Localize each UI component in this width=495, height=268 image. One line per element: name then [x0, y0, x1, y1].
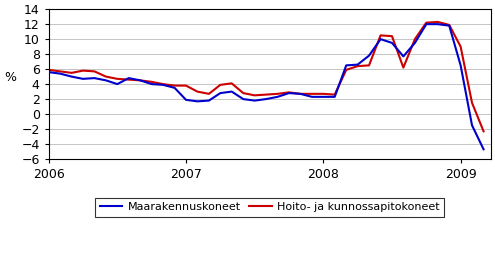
Maarakennuskoneet [172, 86, 178, 90]
Hoito- ja kunnossapitokoneet [423, 21, 429, 24]
Hoito- ja kunnossapitokoneet [80, 69, 86, 72]
Maarakennuskoneet [343, 64, 349, 67]
Hoito- ja kunnossapitokoneet [275, 92, 281, 95]
Maarakennuskoneet [195, 100, 200, 103]
Hoito- ja kunnossapitokoneet [378, 34, 384, 37]
Maarakennuskoneet [286, 91, 292, 95]
Y-axis label: %: % [4, 71, 16, 84]
Hoito- ja kunnossapitokoneet [137, 79, 143, 82]
Maarakennuskoneet [263, 98, 269, 101]
Hoito- ja kunnossapitokoneet [57, 70, 63, 73]
Maarakennuskoneet [458, 64, 464, 67]
Maarakennuskoneet [46, 70, 51, 74]
Maarakennuskoneet [309, 95, 315, 98]
Line: Maarakennuskoneet: Maarakennuskoneet [49, 24, 484, 149]
Maarakennuskoneet [412, 41, 418, 44]
Maarakennuskoneet [332, 95, 338, 98]
Hoito- ja kunnossapitokoneet [355, 65, 361, 68]
Hoito- ja kunnossapitokoneet [160, 83, 166, 86]
Maarakennuskoneet [148, 83, 154, 86]
Maarakennuskoneet [389, 41, 395, 44]
Hoito- ja kunnossapitokoneet [263, 93, 269, 96]
Hoito- ja kunnossapitokoneet [114, 77, 120, 80]
Hoito- ja kunnossapitokoneet [458, 45, 464, 48]
Maarakennuskoneet [217, 91, 223, 95]
Hoito- ja kunnossapitokoneet [320, 92, 326, 95]
Hoito- ja kunnossapitokoneet [309, 92, 315, 95]
Maarakennuskoneet [69, 75, 75, 78]
Hoito- ja kunnossapitokoneet [297, 92, 303, 95]
Hoito- ja kunnossapitokoneet [217, 83, 223, 87]
Hoito- ja kunnossapitokoneet [69, 71, 75, 75]
Maarakennuskoneet [423, 23, 429, 26]
Hoito- ja kunnossapitokoneet [400, 66, 406, 69]
Hoito- ja kunnossapitokoneet [183, 84, 189, 87]
Hoito- ja kunnossapitokoneet [481, 130, 487, 133]
Hoito- ja kunnossapitokoneet [92, 70, 98, 73]
Maarakennuskoneet [80, 77, 86, 80]
Maarakennuskoneet [240, 98, 246, 101]
Maarakennuskoneet [366, 54, 372, 57]
Maarakennuskoneet [481, 148, 487, 151]
Maarakennuskoneet [103, 79, 109, 82]
Maarakennuskoneet [469, 124, 475, 127]
Legend: Maarakennuskoneet, Hoito- ja kunnossapitokoneet: Maarakennuskoneet, Hoito- ja kunnossapit… [95, 198, 445, 217]
Hoito- ja kunnossapitokoneet [469, 101, 475, 105]
Hoito- ja kunnossapitokoneet [240, 91, 246, 95]
Maarakennuskoneet [378, 38, 384, 41]
Maarakennuskoneet [320, 95, 326, 98]
Hoito- ja kunnossapitokoneet [435, 20, 441, 24]
Hoito- ja kunnossapitokoneet [229, 82, 235, 85]
Hoito- ja kunnossapitokoneet [332, 93, 338, 96]
Hoito- ja kunnossapitokoneet [206, 92, 212, 95]
Hoito- ja kunnossapitokoneet [148, 80, 154, 83]
Maarakennuskoneet [92, 76, 98, 80]
Hoito- ja kunnossapitokoneet [46, 68, 51, 72]
Hoito- ja kunnossapitokoneet [103, 75, 109, 78]
Hoito- ja kunnossapitokoneet [389, 35, 395, 38]
Maarakennuskoneet [206, 99, 212, 102]
Maarakennuskoneet [229, 90, 235, 93]
Maarakennuskoneet [183, 98, 189, 102]
Hoito- ja kunnossapitokoneet [195, 90, 200, 93]
Maarakennuskoneet [126, 76, 132, 80]
Maarakennuskoneet [435, 23, 441, 26]
Hoito- ja kunnossapitokoneet [286, 91, 292, 94]
Hoito- ja kunnossapitokoneet [126, 78, 132, 81]
Hoito- ja kunnossapitokoneet [343, 68, 349, 72]
Hoito- ja kunnossapitokoneet [446, 23, 452, 27]
Maarakennuskoneet [355, 63, 361, 66]
Hoito- ja kunnossapitokoneet [251, 94, 257, 97]
Maarakennuskoneet [446, 24, 452, 27]
Maarakennuskoneet [160, 83, 166, 87]
Maarakennuskoneet [297, 92, 303, 95]
Hoito- ja kunnossapitokoneet [366, 64, 372, 67]
Line: Hoito- ja kunnossapitokoneet: Hoito- ja kunnossapitokoneet [49, 22, 484, 131]
Maarakennuskoneet [400, 55, 406, 58]
Maarakennuskoneet [251, 99, 257, 102]
Maarakennuskoneet [57, 72, 63, 75]
Maarakennuskoneet [137, 79, 143, 82]
Hoito- ja kunnossapitokoneet [172, 84, 178, 87]
Maarakennuskoneet [275, 95, 281, 98]
Hoito- ja kunnossapitokoneet [412, 38, 418, 41]
Maarakennuskoneet [114, 83, 120, 86]
